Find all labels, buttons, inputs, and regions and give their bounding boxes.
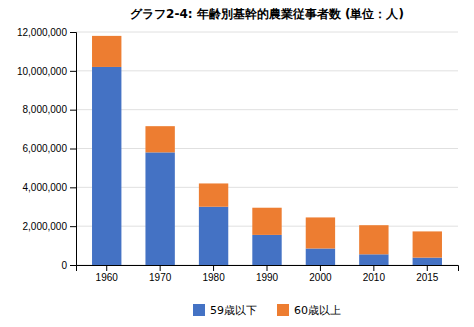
grid-line [76, 32, 458, 33]
legend-label: 59歳以下 [210, 304, 257, 317]
title: グラフ2-4: 年齢別基幹的農業従事者数 (単位：人) [130, 7, 404, 21]
y-axis: 0 2,000,000 4,000,000 6,000,000 8,000,000 10,… [17, 27, 77, 271]
x-tick-label: 2015 [416, 272, 439, 283]
y-tick-label: 4,000,000 [23, 182, 68, 193]
bar [199, 183, 228, 206]
bar [145, 152, 174, 265]
y-axis-line [70, 33, 77, 266]
y-tick: 12,000,000 [17, 27, 76, 38]
x-tick: 2000 [309, 265, 332, 283]
y-tick: 4,000,000 [23, 182, 77, 193]
grid-line [76, 109, 458, 110]
x-tick-label: 1990 [256, 272, 279, 283]
x-tick: 1990 [256, 265, 279, 283]
y-tick: 10,000,000 [17, 66, 76, 77]
bar [413, 231, 442, 257]
y-tick-mark [70, 149, 76, 150]
bar [92, 67, 121, 265]
x-tick-label: 2010 [363, 272, 386, 283]
bar [145, 126, 174, 152]
x-tick-mark [213, 265, 214, 271]
x-tick-label: 1980 [202, 272, 225, 283]
bar [92, 36, 121, 67]
x-tick-mark [160, 265, 161, 271]
y-tick-mark [70, 226, 76, 227]
x-tick-label: 1970 [149, 272, 172, 283]
bar [252, 235, 281, 265]
x-axis: 1960 1970 1980 1990 2000 2010 2015 [77, 265, 459, 283]
x-tick-mark [427, 265, 428, 271]
bar-series [92, 67, 442, 265]
y-tick: 6,000,000 [23, 143, 77, 154]
x-tick-mark [373, 265, 374, 271]
y-tick-label: 0 [61, 260, 67, 271]
bar [413, 258, 442, 265]
y-tick-label: 2,000,000 [23, 221, 68, 232]
x-tick: 1980 [202, 265, 225, 283]
x-tick-label: 2000 [309, 272, 332, 283]
y-tick: 0 [61, 260, 76, 271]
grid-line [76, 187, 458, 188]
bar [252, 208, 281, 235]
legend-swatch [193, 304, 205, 316]
grid-line [76, 70, 458, 71]
bar-series [92, 36, 442, 258]
x-tick-mark [106, 265, 107, 271]
bar [199, 207, 228, 265]
chart: 0 2,000,000 4,000,000 6,000,000 8,000,000 10,… [0, 0, 474, 327]
x-tick: 2015 [416, 265, 439, 283]
x-tick-mark [320, 265, 321, 271]
plot: 0 2,000,000 4,000,000 6,000,000 8,000,000 10,… [17, 27, 459, 283]
bar [359, 254, 388, 265]
bar [306, 217, 335, 248]
legend: 59歳以下 60歳以上 [193, 304, 341, 317]
legend-item: 59歳以下 [193, 304, 257, 317]
y-tick-mark [70, 110, 76, 111]
bars [92, 36, 442, 265]
grid-line [76, 148, 458, 149]
legend-swatch [277, 304, 289, 316]
grid [76, 32, 458, 265]
legend-item: 60歳以上 [277, 304, 341, 317]
x-tick: 2010 [363, 265, 386, 283]
y-tick-label: 10,000,000 [17, 66, 67, 77]
y-tick-label: 8,000,000 [23, 104, 68, 115]
x-tick: 1970 [149, 265, 172, 283]
x-tick-mark [267, 265, 268, 271]
y-tick-mark [70, 187, 76, 188]
y-tick-label: 12,000,000 [17, 27, 67, 38]
bar [306, 248, 335, 265]
y-tick-mark [70, 71, 76, 72]
y-tick-mark [70, 32, 76, 33]
y-tick: 8,000,000 [23, 104, 77, 115]
bar [359, 225, 388, 254]
y-tick-mark [70, 265, 76, 266]
y-tick-label: 6,000,000 [23, 143, 68, 154]
x-tick: 1960 [96, 265, 119, 283]
y-tick: 2,000,000 [23, 221, 77, 232]
x-axis-line [77, 266, 459, 272]
legend-label: 60歳以上 [294, 304, 341, 317]
x-tick-label: 1960 [96, 272, 119, 283]
